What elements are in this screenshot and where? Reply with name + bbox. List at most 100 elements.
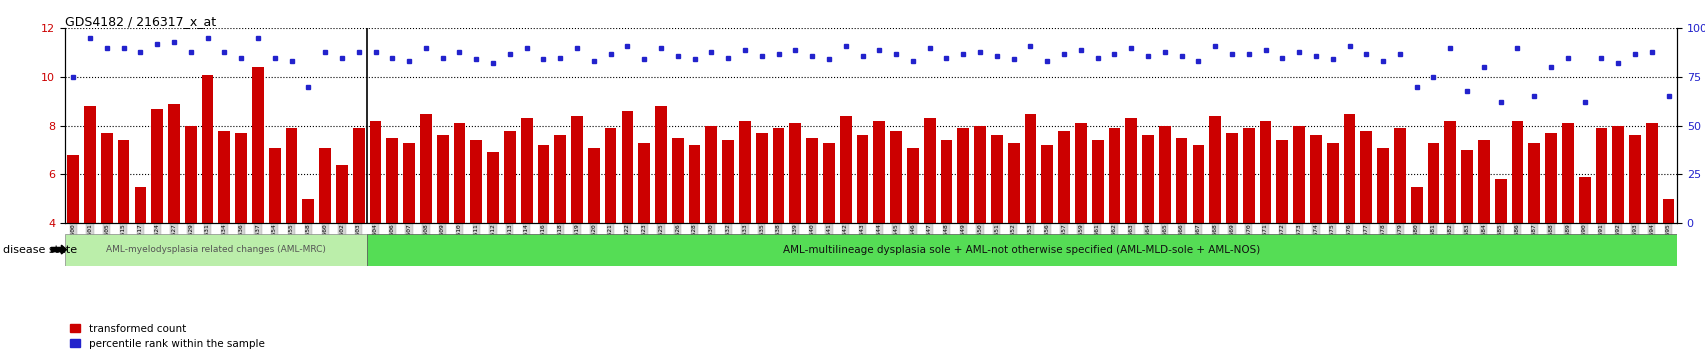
- Bar: [1209, 116, 1221, 320]
- Bar: [638, 143, 650, 320]
- Bar: [65, 234, 367, 266]
- Bar: [822, 143, 834, 320]
- Text: GDS4182 / 216317_x_at: GDS4182 / 216317_x_at: [65, 15, 217, 28]
- Bar: [488, 153, 498, 320]
- Bar: [285, 128, 297, 320]
- Bar: [907, 148, 919, 320]
- Bar: [772, 128, 784, 320]
- Bar: [471, 140, 483, 320]
- Bar: [118, 140, 130, 320]
- Bar: [269, 148, 280, 320]
- Bar: [520, 118, 532, 320]
- Bar: [1611, 126, 1623, 320]
- Bar: [689, 145, 701, 320]
- Bar: [721, 140, 733, 320]
- Bar: [1662, 199, 1674, 320]
- Bar: [235, 133, 247, 320]
- Bar: [1511, 121, 1523, 320]
- Bar: [856, 136, 868, 320]
- Bar: [1344, 114, 1354, 320]
- Bar: [957, 128, 968, 320]
- Bar: [1243, 128, 1253, 320]
- Bar: [1057, 131, 1069, 320]
- Bar: [436, 136, 448, 320]
- Bar: [1192, 145, 1204, 320]
- Bar: [1141, 136, 1153, 320]
- Bar: [1258, 121, 1270, 320]
- Bar: [1628, 136, 1640, 320]
- Bar: [169, 104, 179, 320]
- Bar: [152, 109, 164, 320]
- Bar: [755, 133, 767, 320]
- Bar: [1326, 143, 1338, 320]
- Bar: [1645, 123, 1657, 320]
- Bar: [302, 199, 314, 320]
- Bar: [218, 131, 230, 320]
- Text: AML-myelodysplasia related changes (AML-MRC): AML-myelodysplasia related changes (AML-…: [106, 245, 326, 254]
- Bar: [419, 114, 431, 320]
- Bar: [367, 234, 1676, 266]
- Bar: [387, 138, 397, 320]
- Bar: [1494, 179, 1506, 320]
- Bar: [135, 187, 147, 320]
- Bar: [319, 148, 331, 320]
- Text: AML-multilineage dysplasia sole + AML-not otherwise specified (AML-MLD-sole + AM: AML-multilineage dysplasia sole + AML-no…: [783, 245, 1260, 255]
- Bar: [1477, 140, 1488, 320]
- Bar: [924, 118, 934, 320]
- Bar: [1461, 150, 1471, 320]
- Bar: [706, 126, 716, 320]
- Bar: [1545, 133, 1557, 320]
- Bar: [1175, 138, 1187, 320]
- Bar: [939, 140, 951, 320]
- Bar: [503, 131, 515, 320]
- Bar: [1108, 128, 1120, 320]
- Bar: [890, 131, 902, 320]
- Bar: [370, 121, 382, 320]
- Bar: [336, 165, 348, 320]
- Bar: [1359, 131, 1371, 320]
- Bar: [66, 155, 78, 320]
- Bar: [1292, 126, 1304, 320]
- Bar: [604, 128, 616, 320]
- Bar: [789, 123, 801, 320]
- Bar: [588, 148, 600, 320]
- Bar: [402, 143, 414, 320]
- Bar: [1008, 143, 1020, 320]
- Bar: [1309, 136, 1321, 320]
- Bar: [1594, 128, 1606, 320]
- Bar: [1528, 143, 1540, 320]
- Bar: [621, 111, 633, 320]
- Legend: transformed count, percentile rank within the sample: transformed count, percentile rank withi…: [70, 324, 264, 349]
- Bar: [201, 75, 213, 320]
- Bar: [353, 128, 365, 320]
- Bar: [1577, 177, 1589, 320]
- Bar: [1562, 123, 1572, 320]
- Bar: [1091, 140, 1103, 320]
- Bar: [991, 136, 1003, 320]
- Bar: [1074, 123, 1086, 320]
- Bar: [454, 123, 465, 320]
- Bar: [1444, 121, 1456, 320]
- Bar: [1376, 148, 1388, 320]
- Bar: [806, 138, 817, 320]
- Bar: [738, 121, 750, 320]
- Bar: [873, 121, 885, 320]
- Bar: [1410, 187, 1422, 320]
- Bar: [1275, 140, 1287, 320]
- Bar: [184, 126, 196, 320]
- Bar: [672, 138, 684, 320]
- Bar: [1158, 126, 1170, 320]
- Bar: [1393, 128, 1405, 320]
- Bar: [1125, 118, 1137, 320]
- Bar: [84, 106, 95, 320]
- Bar: [839, 116, 851, 320]
- Bar: [252, 67, 264, 320]
- Text: disease state: disease state: [3, 245, 77, 255]
- Bar: [571, 116, 583, 320]
- Bar: [101, 133, 113, 320]
- Bar: [537, 145, 549, 320]
- Bar: [554, 136, 566, 320]
- Bar: [1226, 133, 1238, 320]
- Bar: [974, 126, 985, 320]
- Bar: [1040, 145, 1052, 320]
